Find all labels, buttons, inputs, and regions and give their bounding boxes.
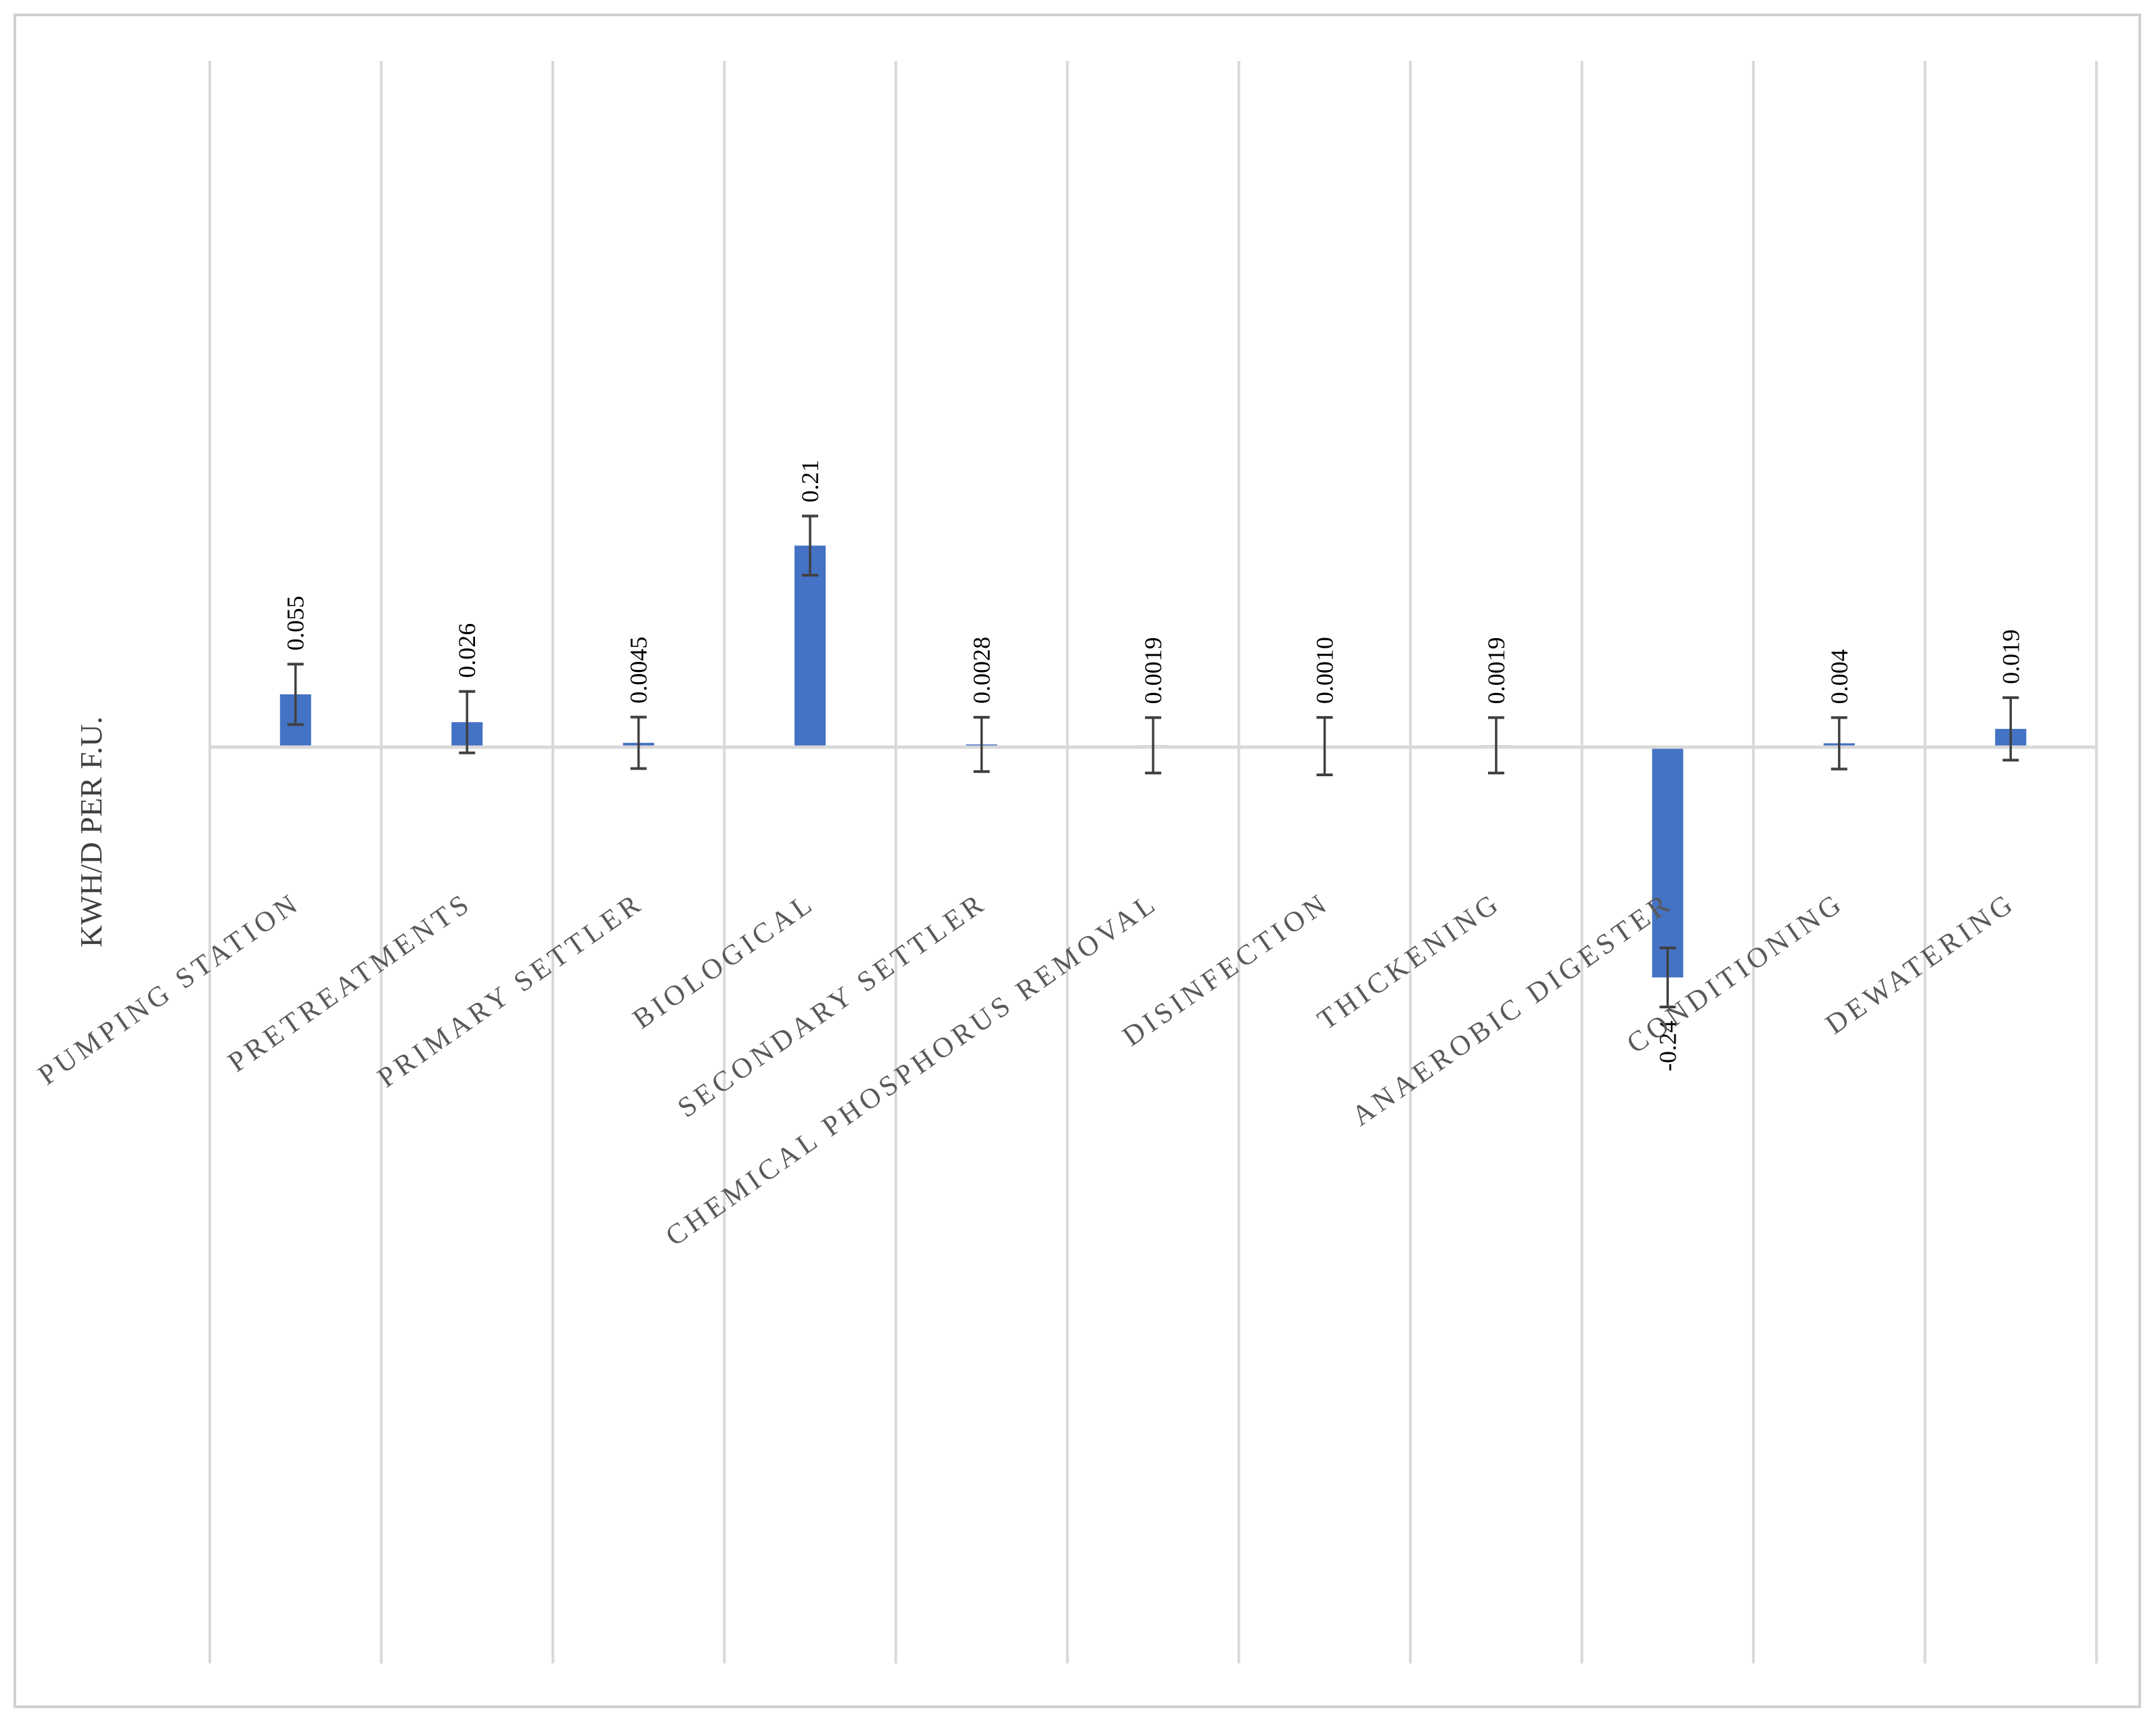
error-bar-5 [1145, 716, 1161, 775]
data-label-6: 0.0010 [1311, 637, 1338, 704]
error-bar-6 [1316, 716, 1333, 776]
bar-8 [1652, 747, 1684, 978]
data-label-1: 0.026 [453, 623, 480, 678]
error-bar-9 [1831, 716, 1847, 771]
data-label-7: 0.0019 [1483, 637, 1510, 704]
error-bar-1 [459, 690, 476, 755]
error-bar-10 [2002, 696, 2019, 762]
error-bar-3 [802, 514, 819, 577]
error-bar-7 [1487, 716, 1504, 775]
data-label-5: 0.0019 [1140, 637, 1167, 704]
data-label-8: -0.24 [1654, 1021, 1681, 1071]
y-axis-title: KWH/D PER F.U. [74, 717, 108, 947]
data-label-9: 0.004 [1826, 649, 1853, 704]
error-bars [287, 514, 2019, 1008]
data-labels: 0.055 0.026 0.0045 0.21 0.0028 0.0019 0.0010 0.… [282, 460, 2025, 1071]
data-label-10: 0.019 [1997, 629, 2024, 684]
data-label-2: 0.0045 [625, 637, 652, 704]
error-bar-8 [1659, 946, 1676, 1008]
error-bar-2 [630, 715, 647, 770]
chart-frame [14, 14, 2141, 1708]
data-label-3: 0.21 [796, 460, 824, 503]
bar-3 [794, 545, 826, 747]
gridlines [208, 61, 2098, 1663]
data-label-0: 0.055 [282, 596, 309, 650]
error-bar-0 [287, 663, 304, 726]
error-bar-4 [973, 715, 990, 774]
data-label-4: 0.0028 [968, 637, 995, 704]
